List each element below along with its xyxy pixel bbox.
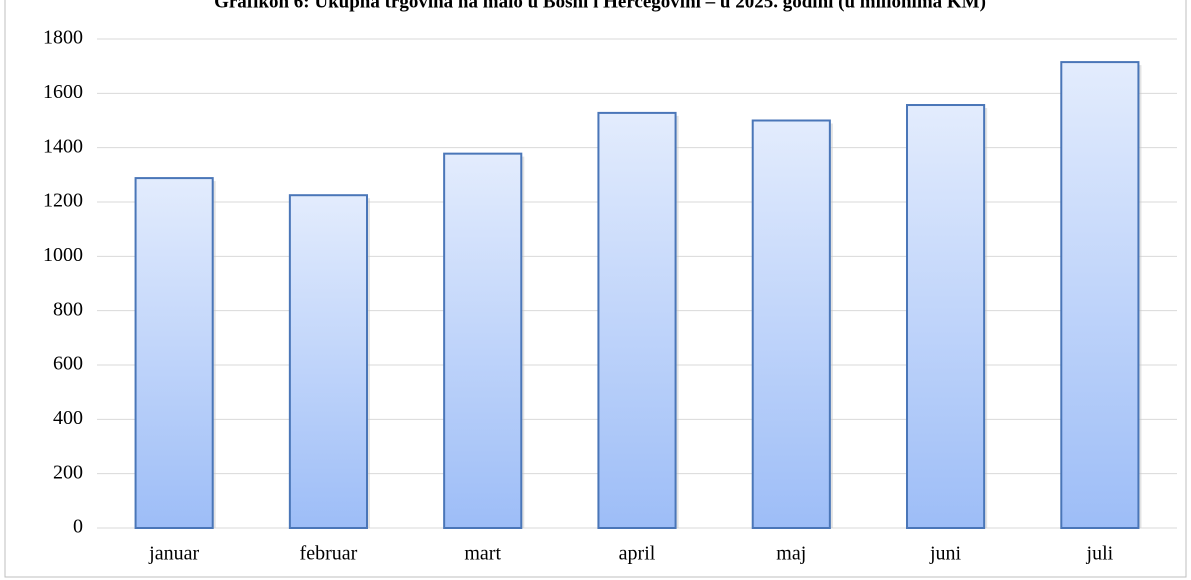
y-tick-label: 400 bbox=[53, 407, 83, 429]
y-tick-label: 1600 bbox=[43, 81, 83, 103]
y-tick-label: 0 bbox=[73, 516, 83, 538]
bar bbox=[906, 104, 986, 529]
chart-title: Grafikon 6: Ukupna trgovina na malo u Bo… bbox=[214, 0, 986, 12]
y-tick-label: 1800 bbox=[43, 27, 83, 49]
chart-frame bbox=[4, 0, 1187, 578]
x-tick-label: februar bbox=[300, 543, 358, 565]
x-tick-label: mart bbox=[464, 543, 501, 565]
bar bbox=[1060, 61, 1140, 529]
x-tick-label: juni bbox=[929, 543, 962, 565]
bar bbox=[134, 177, 214, 530]
bar bbox=[751, 119, 831, 529]
y-tick-label: 800 bbox=[53, 298, 83, 320]
x-tick-label: april bbox=[619, 543, 656, 565]
x-tick-label: juli bbox=[1086, 543, 1114, 565]
y-tick-label: 600 bbox=[53, 353, 83, 375]
x-tick-label: januar bbox=[148, 543, 199, 565]
y-tick-label: 1000 bbox=[43, 244, 83, 266]
y-tick-label: 1200 bbox=[43, 190, 83, 212]
x-tick-label: maj bbox=[776, 543, 806, 565]
bar bbox=[597, 111, 677, 529]
y-tick-label: 1400 bbox=[43, 135, 83, 157]
bar bbox=[443, 152, 523, 529]
bar bbox=[288, 194, 369, 529]
y-tick-label: 200 bbox=[53, 461, 83, 483]
